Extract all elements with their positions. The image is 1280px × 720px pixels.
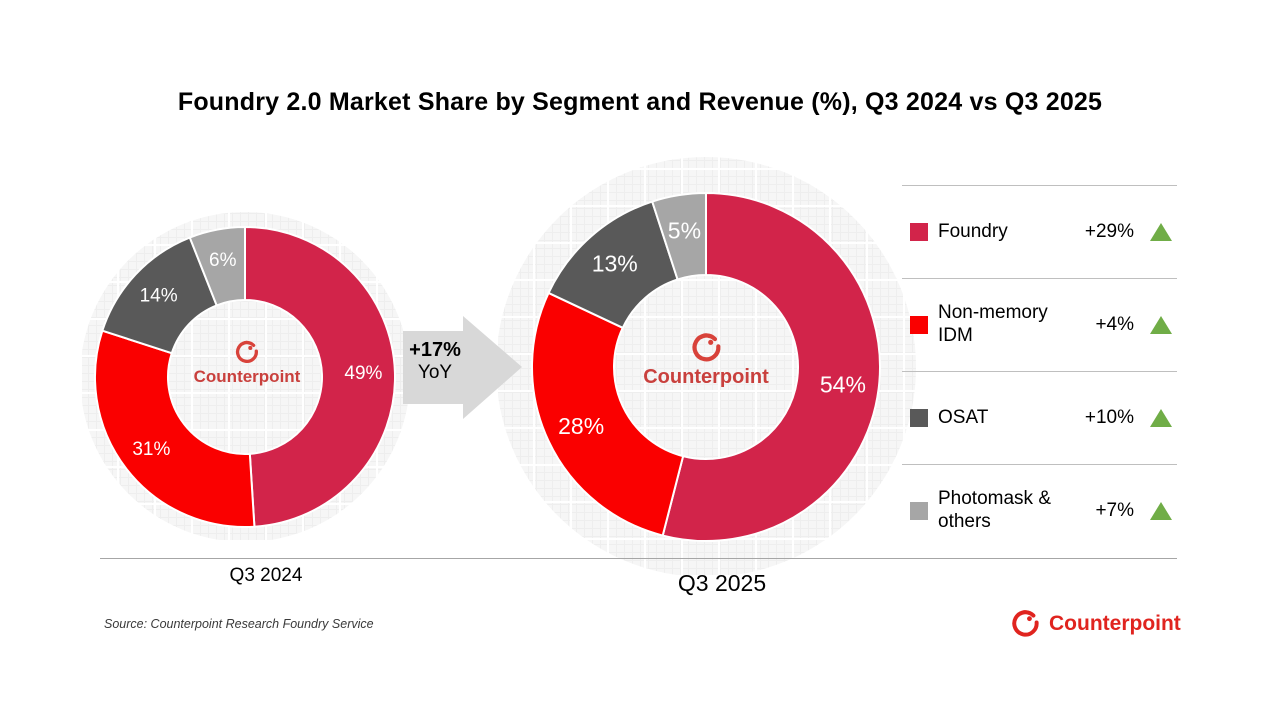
- counterpoint-icon: [691, 333, 720, 362]
- slice-value-label: 28%: [558, 413, 604, 439]
- legend-row-photomask-others: Photomask & others +7%: [902, 464, 1177, 557]
- triangle-up-icon: [1150, 316, 1172, 334]
- counterpoint-footer-logo: Counterpoint: [1010, 608, 1181, 639]
- counterpoint-wordmark: Counterpoint: [643, 366, 769, 388]
- donut-chart-q3-2025: 54% 28% 13% 5%: [531, 192, 882, 542]
- axis-baseline: [100, 558, 1177, 559]
- triangle-up-icon: [1150, 409, 1172, 427]
- slice-value-label: 31%: [132, 439, 170, 460]
- pie-slice-non-memory-idm: [94, 329, 256, 528]
- legend-swatch-non-memory-idm: [910, 316, 928, 334]
- counterpoint-center-logo: Counterpoint: [596, 331, 816, 389]
- legend-label: Non-memory IDM: [938, 302, 1048, 346]
- pie-slice-non-memory-idm: [531, 291, 685, 537]
- counterpoint-icon: [1012, 610, 1039, 637]
- legend-row-foundry: Foundry +29%: [902, 185, 1177, 278]
- triangle-up-icon: [1150, 502, 1172, 520]
- legend: Foundry +29% Non-memory IDM +4% OSAT +10…: [902, 185, 1177, 557]
- pie-slice-foundry: [661, 192, 882, 542]
- counterpoint-center-logo: Counterpoint: [157, 339, 337, 387]
- legend-change-value: +10%: [1084, 407, 1134, 428]
- legend-change-value: +29%: [1084, 221, 1134, 242]
- slice-value-label: 13%: [592, 250, 638, 276]
- legend-change-value: +4%: [1095, 314, 1134, 335]
- counterpoint-wordmark: Counterpoint: [193, 367, 301, 386]
- pie-slice-photomask-others: [651, 192, 707, 281]
- triangle-up-icon: [1150, 223, 1172, 241]
- counterpoint-icon: [235, 340, 258, 363]
- legend-swatch-foundry: [910, 223, 928, 241]
- growth-arrow-icon: [403, 316, 522, 419]
- slice-value-label: 14%: [140, 285, 178, 306]
- slice-value-label: 5%: [668, 218, 701, 244]
- pie-slice-foundry: [244, 226, 396, 528]
- axis-label-q3-2024: Q3 2024: [229, 565, 303, 586]
- donut-chart-q3-2024: 49% 31% 14% 6%: [94, 226, 396, 528]
- legend-label: OSAT: [938, 406, 989, 428]
- legend-label: Foundry: [938, 220, 1008, 242]
- pie-slice-photomask-others: [188, 226, 246, 307]
- slice-value-label: 54%: [820, 371, 866, 397]
- legend-swatch-photomask-others: [910, 502, 928, 520]
- counterpoint-wordmark: Counterpoint: [1049, 611, 1181, 635]
- legend-row-non-memory-idm: Non-memory IDM +4%: [902, 278, 1177, 371]
- yoy-growth-callout: +17% YoY: [392, 339, 478, 384]
- yoy-growth-value: +17%: [409, 339, 461, 361]
- source-note: Source: Counterpoint Research Foundry Se…: [104, 617, 374, 631]
- legend-label: Photomask & others: [938, 488, 1051, 532]
- legend-change-value: +7%: [1095, 500, 1134, 521]
- legend-swatch-osat: [910, 409, 928, 427]
- axis-label-q3-2025: Q3 2025: [677, 570, 767, 596]
- yoy-growth-period: YoY: [417, 362, 453, 383]
- slice-value-label: 49%: [344, 363, 382, 384]
- page-title: Foundry 2.0 Market Share by Segment and …: [177, 88, 1103, 116]
- slice-value-label: 6%: [209, 250, 237, 271]
- legend-row-osat: OSAT +10%: [902, 371, 1177, 464]
